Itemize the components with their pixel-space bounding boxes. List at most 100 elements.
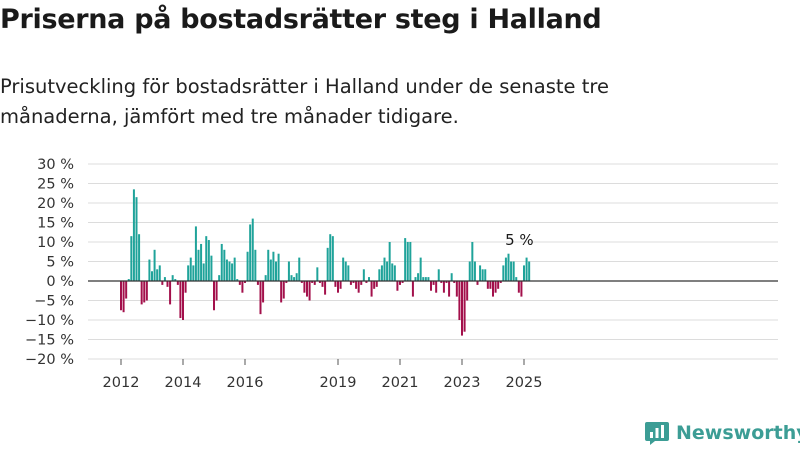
bar: [218, 275, 221, 281]
bar: [324, 281, 327, 295]
bar: [466, 281, 469, 301]
bar: [207, 240, 210, 281]
bar: [215, 281, 218, 301]
bar: [414, 277, 417, 281]
bar: [272, 251, 275, 281]
bar: [148, 259, 151, 281]
bar: [140, 281, 143, 305]
bar: [135, 197, 138, 281]
bar: [210, 255, 213, 281]
bar: [262, 281, 265, 303]
bar: [486, 281, 489, 289]
bar: [169, 281, 172, 305]
bar: [504, 257, 507, 281]
bar: [300, 281, 303, 283]
bar: [368, 277, 370, 281]
bar: [166, 281, 169, 287]
bar: [365, 281, 368, 283]
bar: [445, 281, 448, 283]
bar: [497, 281, 500, 289]
bar: [259, 281, 262, 315]
bar: [174, 279, 177, 281]
bar: [339, 281, 342, 289]
bar: [194, 226, 197, 281]
bar: [326, 247, 329, 281]
bar: [424, 277, 427, 281]
bar: [450, 273, 453, 281]
bar: [298, 257, 301, 281]
y-tick-label: 30 %: [37, 157, 74, 173]
x-tick-label: 2016: [227, 375, 264, 391]
bar: [360, 281, 363, 285]
bar: [275, 261, 277, 281]
bar: [127, 279, 130, 281]
bar: [282, 281, 285, 299]
bar: [515, 277, 518, 281]
newsworthy-logo-icon: [645, 422, 669, 445]
bar: [220, 243, 223, 281]
bar: [499, 281, 502, 283]
bar: [342, 257, 345, 281]
y-tick-label: −10 %: [25, 313, 74, 329]
bar: [344, 261, 347, 281]
bar: [225, 259, 228, 281]
bar: [396, 281, 399, 291]
bar: [375, 281, 378, 287]
bar: [468, 261, 471, 281]
x-tick-label: 2021: [382, 375, 419, 391]
bar: [171, 275, 174, 281]
bar: [241, 281, 244, 293]
bar: [269, 259, 272, 281]
bar: [228, 261, 231, 281]
bar: [458, 281, 461, 320]
bar: [313, 281, 316, 285]
bar: [525, 257, 528, 281]
bar: [406, 242, 409, 281]
bar: [132, 189, 135, 281]
bar: [334, 281, 337, 287]
bar: [422, 277, 425, 281]
bar-chart: 30 % 25 % 20 % 15 % 10 % 5 % 0 % −5 % −10 % −15 %…: [25, 157, 778, 391]
bar: [331, 236, 334, 281]
bar: [264, 275, 267, 281]
bar: [427, 277, 430, 281]
y-tick-label: 5 %: [46, 255, 74, 271]
bar: [184, 281, 187, 293]
bar: [202, 263, 205, 281]
bar: [153, 249, 156, 281]
bar: [308, 281, 311, 301]
bar: [205, 236, 208, 281]
y-tick-label: −5 %: [34, 294, 74, 310]
bar: [484, 269, 487, 281]
bar: [388, 242, 391, 281]
bar: [523, 265, 525, 281]
bar: [179, 281, 182, 319]
bar: [189, 257, 192, 281]
bar: [223, 249, 226, 281]
bar: [401, 281, 404, 283]
x-tick-label: 2023: [444, 375, 481, 391]
x-tick-label: 2019: [320, 375, 357, 391]
bar: [386, 261, 389, 281]
bar: [233, 257, 236, 281]
brand-name: Newsworthy: [676, 422, 800, 444]
bar: [329, 234, 332, 281]
bar: [455, 281, 458, 297]
bar: [130, 236, 133, 281]
bar: [492, 281, 494, 297]
bar: [182, 281, 184, 320]
bar: [442, 281, 445, 293]
bar: [249, 224, 252, 281]
bar: [156, 269, 159, 281]
x-tick-label: 2014: [165, 375, 202, 391]
bar: [370, 281, 373, 297]
bar: [120, 281, 122, 311]
bar: [163, 277, 166, 281]
bar: [435, 281, 438, 293]
y-tick-label: 10 %: [37, 235, 74, 251]
bar: [528, 261, 531, 281]
bar: [479, 265, 482, 281]
chart-title: Priserna på bostadsrätter steg i Halland: [0, 4, 602, 35]
bar: [246, 251, 249, 281]
bar: [151, 271, 153, 281]
